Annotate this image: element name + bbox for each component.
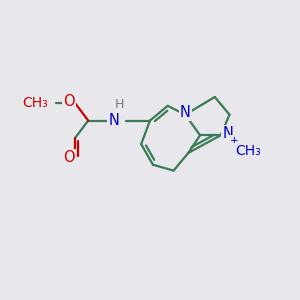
Text: N: N <box>222 126 233 141</box>
Text: +: + <box>230 136 238 146</box>
Text: O: O <box>63 150 75 165</box>
Text: CH₃: CH₃ <box>23 96 48 110</box>
Text: O: O <box>63 94 75 109</box>
Text: N: N <box>180 105 191 120</box>
Text: H: H <box>114 98 124 111</box>
Text: CH₃: CH₃ <box>236 145 261 158</box>
Text: N: N <box>108 113 119 128</box>
